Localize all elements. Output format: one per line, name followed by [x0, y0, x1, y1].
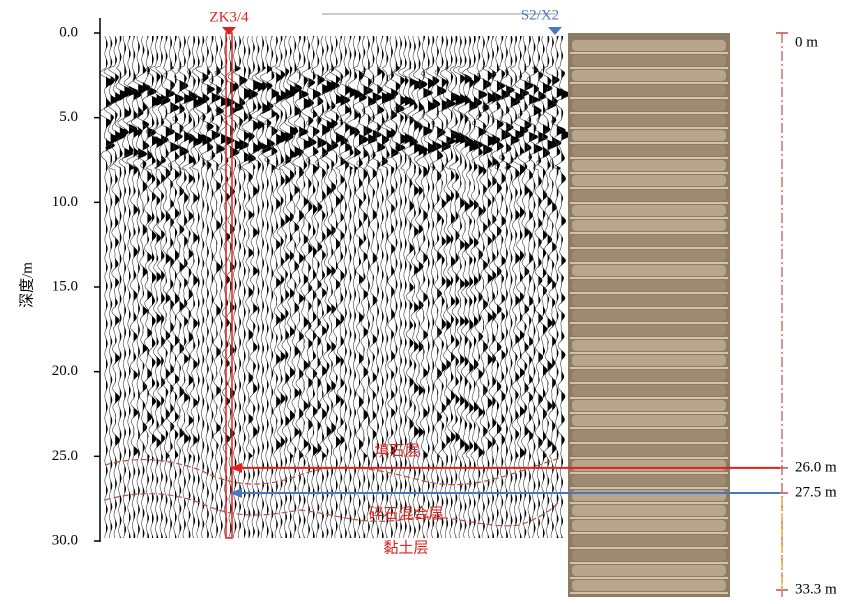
- trace: [472, 36, 485, 538]
- core-row: [572, 250, 726, 261]
- trace-fill: [437, 36, 446, 538]
- core-row: [572, 460, 726, 471]
- core-row: [572, 580, 726, 591]
- core-row: [572, 340, 726, 351]
- core-row: [572, 190, 726, 201]
- trace: [251, 36, 264, 538]
- y-tick-label: 10.0: [52, 194, 78, 210]
- trace: [545, 36, 558, 538]
- trace: [302, 36, 315, 538]
- y-tick-label: 15.0: [52, 278, 78, 294]
- core-row: [572, 85, 726, 96]
- trace-fill: [400, 36, 409, 538]
- core-row: [572, 535, 726, 546]
- trace: [403, 36, 416, 538]
- core-row: [572, 130, 726, 141]
- trace-fill: [106, 36, 115, 538]
- scale-label: 33.3 m: [795, 581, 837, 597]
- core-row: [572, 115, 726, 126]
- trace-fill: [308, 36, 316, 538]
- core-row: [572, 370, 726, 381]
- core-row: [572, 325, 726, 336]
- scale-label: 26.0 m: [795, 459, 837, 475]
- trace: [173, 36, 186, 538]
- core-row: [572, 160, 726, 171]
- trace-fill: [552, 36, 561, 538]
- borehole-marker: [222, 27, 236, 35]
- core-row: [572, 550, 726, 561]
- trace: [325, 36, 338, 538]
- y-tick-label: 25.0: [52, 448, 78, 464]
- core-row: [572, 265, 726, 276]
- core-row: [572, 145, 726, 156]
- seismic-profile: [99, 36, 571, 538]
- core-row: [572, 445, 726, 456]
- y-axis-label: 深度/m: [18, 262, 35, 308]
- core-row: [572, 505, 726, 516]
- core-row: [572, 175, 726, 186]
- core-row: [572, 205, 726, 216]
- y-tick-label: 5.0: [59, 109, 78, 125]
- figure: 深度/m ZK3/4 S2/X2 填石层 碎石混合层 黏土层 0.0 5.0 10.…: [0, 0, 853, 604]
- core-row: [572, 415, 726, 426]
- core-row: [572, 55, 726, 66]
- trace: [306, 36, 319, 538]
- core-row: [572, 220, 726, 231]
- core-row: [572, 310, 726, 321]
- trace: [99, 36, 112, 538]
- trace-fill: [216, 36, 225, 538]
- core-row: [572, 385, 726, 396]
- layer-label: 碎石混合层: [368, 505, 443, 522]
- core-row: [572, 490, 726, 501]
- core-row: [572, 520, 726, 531]
- trace-fill: [272, 36, 280, 538]
- core-row: [572, 70, 726, 81]
- trace-fill: [129, 36, 138, 538]
- layer-label: 黏土层: [383, 539, 428, 556]
- core-row: [572, 295, 726, 306]
- trace-fill: [377, 36, 385, 538]
- trace: [555, 36, 569, 538]
- borehole-label: ZK3/4: [209, 9, 249, 25]
- trace-fill: [157, 36, 167, 538]
- core-row: [572, 40, 726, 51]
- core-row: [572, 400, 726, 411]
- layer-label: 填石层: [374, 442, 419, 459]
- core-row: [572, 280, 726, 291]
- core-row: [572, 565, 726, 576]
- core-row: [572, 430, 726, 441]
- core-row: [572, 235, 726, 246]
- borehole-marker: [548, 27, 562, 35]
- trace-fill: [124, 36, 133, 538]
- y-tick-label: 30.0: [52, 532, 78, 548]
- y-tick-label: 0.0: [59, 24, 78, 40]
- trace-fill: [479, 36, 488, 538]
- core-row: [572, 100, 726, 111]
- core-rows: [570, 40, 728, 593]
- y-tick-label: 20.0: [52, 363, 78, 379]
- trace: [136, 36, 148, 538]
- scale-label: 27.5 m: [795, 484, 837, 500]
- trace-fill: [410, 36, 419, 538]
- scale-label: 0 m: [795, 34, 818, 50]
- core-row: [572, 355, 726, 366]
- core-row: [572, 475, 726, 486]
- borehole-label: S2/X2: [521, 7, 559, 23]
